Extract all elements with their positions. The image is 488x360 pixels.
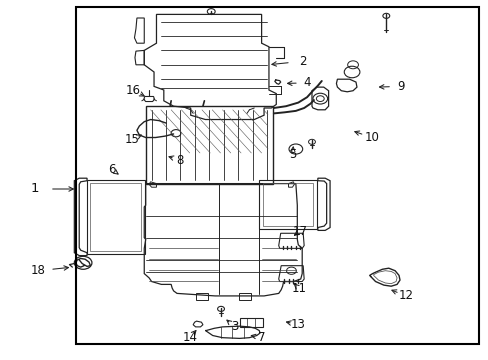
Bar	[259, 180, 316, 229]
Text: 7: 7	[257, 331, 265, 344]
Text: 14: 14	[182, 331, 197, 344]
Text: 1: 1	[31, 183, 40, 195]
Text: 3: 3	[230, 320, 238, 333]
Text: 9: 9	[396, 80, 404, 93]
Bar	[238, 293, 250, 300]
Text: 18: 18	[31, 264, 45, 277]
Text: 4: 4	[303, 76, 310, 89]
Bar	[90, 183, 141, 251]
Text: 13: 13	[290, 318, 305, 331]
Bar	[239, 318, 263, 327]
Text: 16: 16	[125, 84, 140, 96]
Bar	[145, 106, 272, 184]
Text: 17: 17	[292, 225, 307, 238]
Text: 8: 8	[176, 154, 183, 167]
Bar	[76, 7, 478, 344]
Text: 5: 5	[288, 148, 296, 161]
Text: 12: 12	[398, 289, 412, 302]
Text: 15: 15	[124, 133, 139, 146]
Bar	[195, 293, 207, 300]
Text: 6: 6	[107, 163, 115, 176]
Text: 11: 11	[291, 282, 306, 295]
Bar	[87, 180, 144, 254]
Bar	[262, 183, 313, 226]
Text: 2: 2	[299, 55, 306, 68]
Text: 10: 10	[364, 131, 378, 144]
